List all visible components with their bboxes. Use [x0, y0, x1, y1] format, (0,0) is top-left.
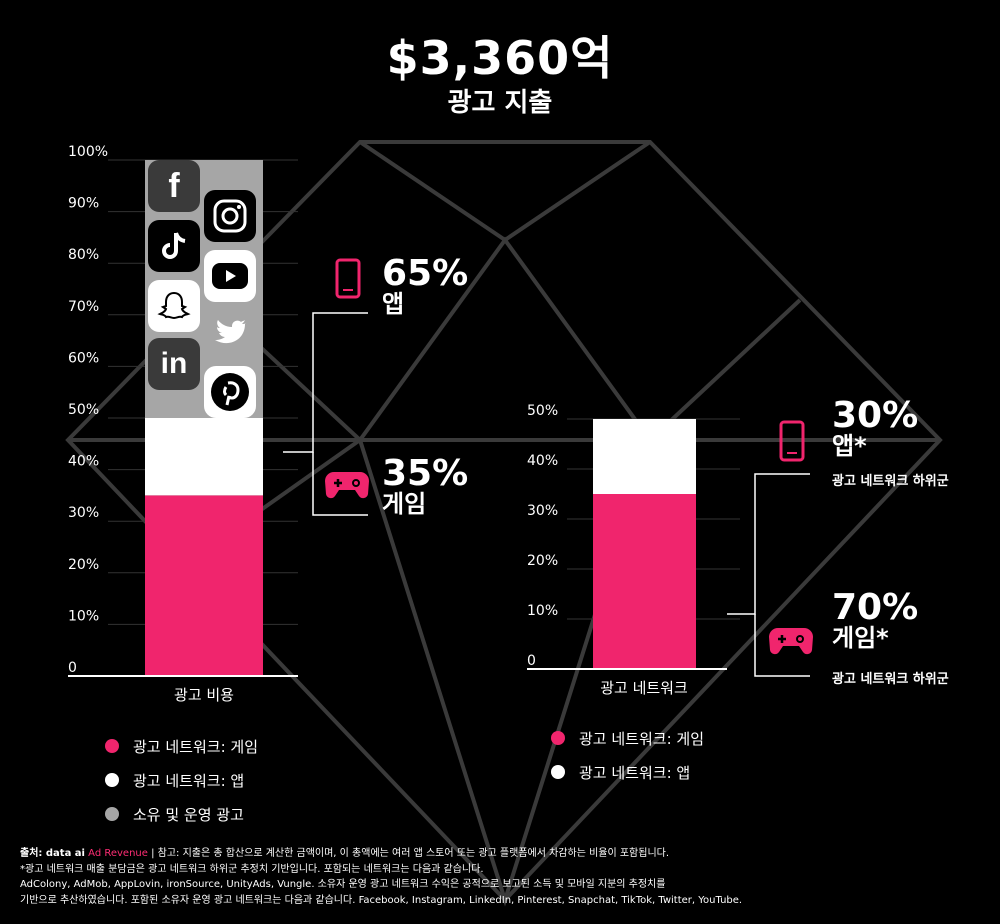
bracket-left-lower [312, 452, 368, 516]
mobile-phone-icon [335, 258, 361, 299]
facebook-icon: f [148, 160, 200, 212]
pinterest-icon [204, 366, 256, 418]
footer-line-3: AdColony, AdMob, AppLovin, ironSource, U… [20, 879, 666, 890]
y-tick-label: 90% [68, 196, 99, 212]
youtube-icon [204, 250, 256, 302]
right-app-percent: 30% [832, 395, 919, 436]
footer-note-1: | 참고: 지출은 총 합산으로 계산한 금액이며, 이 총액에는 여러 앱 스… [147, 848, 670, 859]
right-game-note: 광고 네트워크 하위군 [832, 672, 949, 687]
footer-line-1: 출처: data ai Ad Revenue | 참고: 지출은 총 합산으로 … [20, 846, 980, 862]
chart-ad-network: 0 10% 20% 30% 40% 50% [527, 403, 740, 670]
twitter-icon [204, 308, 256, 360]
mobile-phone-icon [779, 420, 805, 462]
y-tick-label: 10% [527, 603, 558, 619]
bracket-right [727, 473, 810, 615]
bar-segment-game [145, 495, 263, 676]
right-app-note: 광고 네트워크 하위군 [832, 474, 949, 489]
legend-label: 광고 네트워크: 앱 [579, 763, 691, 782]
y-tick-label: 0 [527, 653, 536, 669]
legend-item-game: 광고 네트워크: 게임 [551, 721, 704, 755]
left-app-label: 앱 [382, 290, 405, 318]
subhead: 광고 지출 [447, 88, 553, 118]
footer-notes: 출처: data ai Ad Revenue | 참고: 지출은 총 합산으로 … [20, 846, 980, 908]
right-game-percent: 70% [832, 587, 919, 628]
y-tick-label: 30% [527, 503, 558, 519]
y-tick-label: 20% [527, 553, 558, 569]
headline: $3,360억 [386, 31, 614, 85]
legend-swatch-game [551, 731, 565, 745]
legend-item-app: 광고 네트워크: 앱 [105, 763, 258, 797]
footer-line-2: *광고 네트워크 매출 분담금은 광고 네트워크 하위군 추정치 기반입니다. … [20, 863, 484, 875]
y-tick-label: 100% [68, 144, 108, 160]
footer-brand: Ad Revenue [88, 848, 148, 859]
y-tick-label: 50% [68, 402, 99, 418]
right-x-label: 광고 네트워크 [600, 679, 688, 697]
legend-item-game: 광고 네트워크: 게임 [105, 729, 258, 763]
gamepad-icon [769, 628, 813, 655]
y-tick-label: 40% [68, 454, 99, 470]
legend-left: 광고 네트워크: 게임 광고 네트워크: 앱 소유 및 운영 광고 [105, 729, 258, 831]
legend-label: 광고 네트워크: 게임 [579, 729, 704, 748]
y-tick-label: 10% [68, 608, 99, 624]
y-tick-label: 50% [527, 403, 558, 419]
legend-item-owned: 소유 및 운영 광고 [105, 797, 258, 831]
gamepad-icon [325, 472, 369, 499]
legend-label: 광고 네트워크: 앱 [133, 771, 245, 790]
footer-line-4: 기반으로 추산하였습니다. 포함된 소유자 운영 광고 네트워크는 다음과 같습… [20, 894, 743, 906]
right-app-label: 앱* [832, 432, 867, 460]
legend-swatch-app [551, 765, 565, 779]
y-tick-label: 40% [527, 453, 558, 469]
legend-label: 소유 및 운영 광고 [133, 805, 244, 824]
bar-segment-app [593, 419, 696, 494]
footer-source: 출처: data ai [20, 848, 85, 859]
right-game-label: 게임* [832, 624, 889, 652]
y-tick-label: 20% [68, 557, 99, 573]
y-tick-label: 0 [68, 660, 77, 676]
snapchat-icon [148, 280, 200, 332]
left-app-percent: 65% [382, 253, 469, 294]
legend-swatch-game [105, 739, 119, 753]
bracket-left [283, 312, 368, 453]
left-game-label: 게임 [382, 490, 427, 518]
tiktok-icon [148, 220, 200, 272]
bracket-right-lower [754, 614, 810, 677]
bar-segment-game [593, 494, 696, 669]
bar-segment-app [145, 418, 263, 496]
y-tick-label: 80% [68, 247, 99, 263]
linkedin-icon: in [148, 338, 200, 390]
legend-right: 광고 네트워크: 게임 광고 네트워크: 앱 [551, 721, 704, 789]
legend-label: 광고 네트워크: 게임 [133, 737, 258, 756]
bracket-lines [283, 312, 810, 677]
y-tick-label: 30% [68, 505, 99, 521]
left-game-percent: 35% [382, 453, 469, 494]
instagram-icon [204, 190, 256, 242]
legend-item-app: 광고 네트워크: 앱 [551, 755, 704, 789]
legend-swatch-app [105, 773, 119, 787]
y-tick-label: 60% [68, 350, 99, 366]
legend-swatch-owned [105, 807, 119, 821]
left-x-label: 광고 비용 [174, 686, 234, 704]
y-tick-label: 70% [68, 299, 99, 315]
